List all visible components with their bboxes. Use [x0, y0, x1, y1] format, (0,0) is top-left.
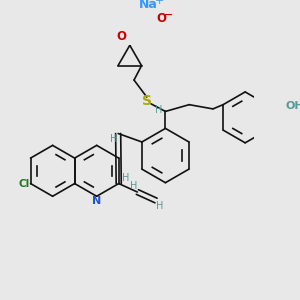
Text: N: N — [92, 196, 101, 206]
Text: O: O — [156, 12, 166, 25]
Text: Cl: Cl — [18, 178, 29, 188]
Text: H: H — [156, 201, 163, 211]
Text: H: H — [122, 172, 129, 183]
Text: +: + — [155, 0, 164, 6]
Text: H: H — [110, 134, 118, 144]
Text: H: H — [155, 105, 162, 115]
Text: H: H — [130, 181, 138, 191]
Text: Na: Na — [139, 0, 158, 11]
Text: O: O — [116, 30, 126, 43]
Text: −: − — [164, 10, 173, 20]
Text: S: S — [142, 94, 152, 108]
Text: OH: OH — [286, 100, 300, 110]
